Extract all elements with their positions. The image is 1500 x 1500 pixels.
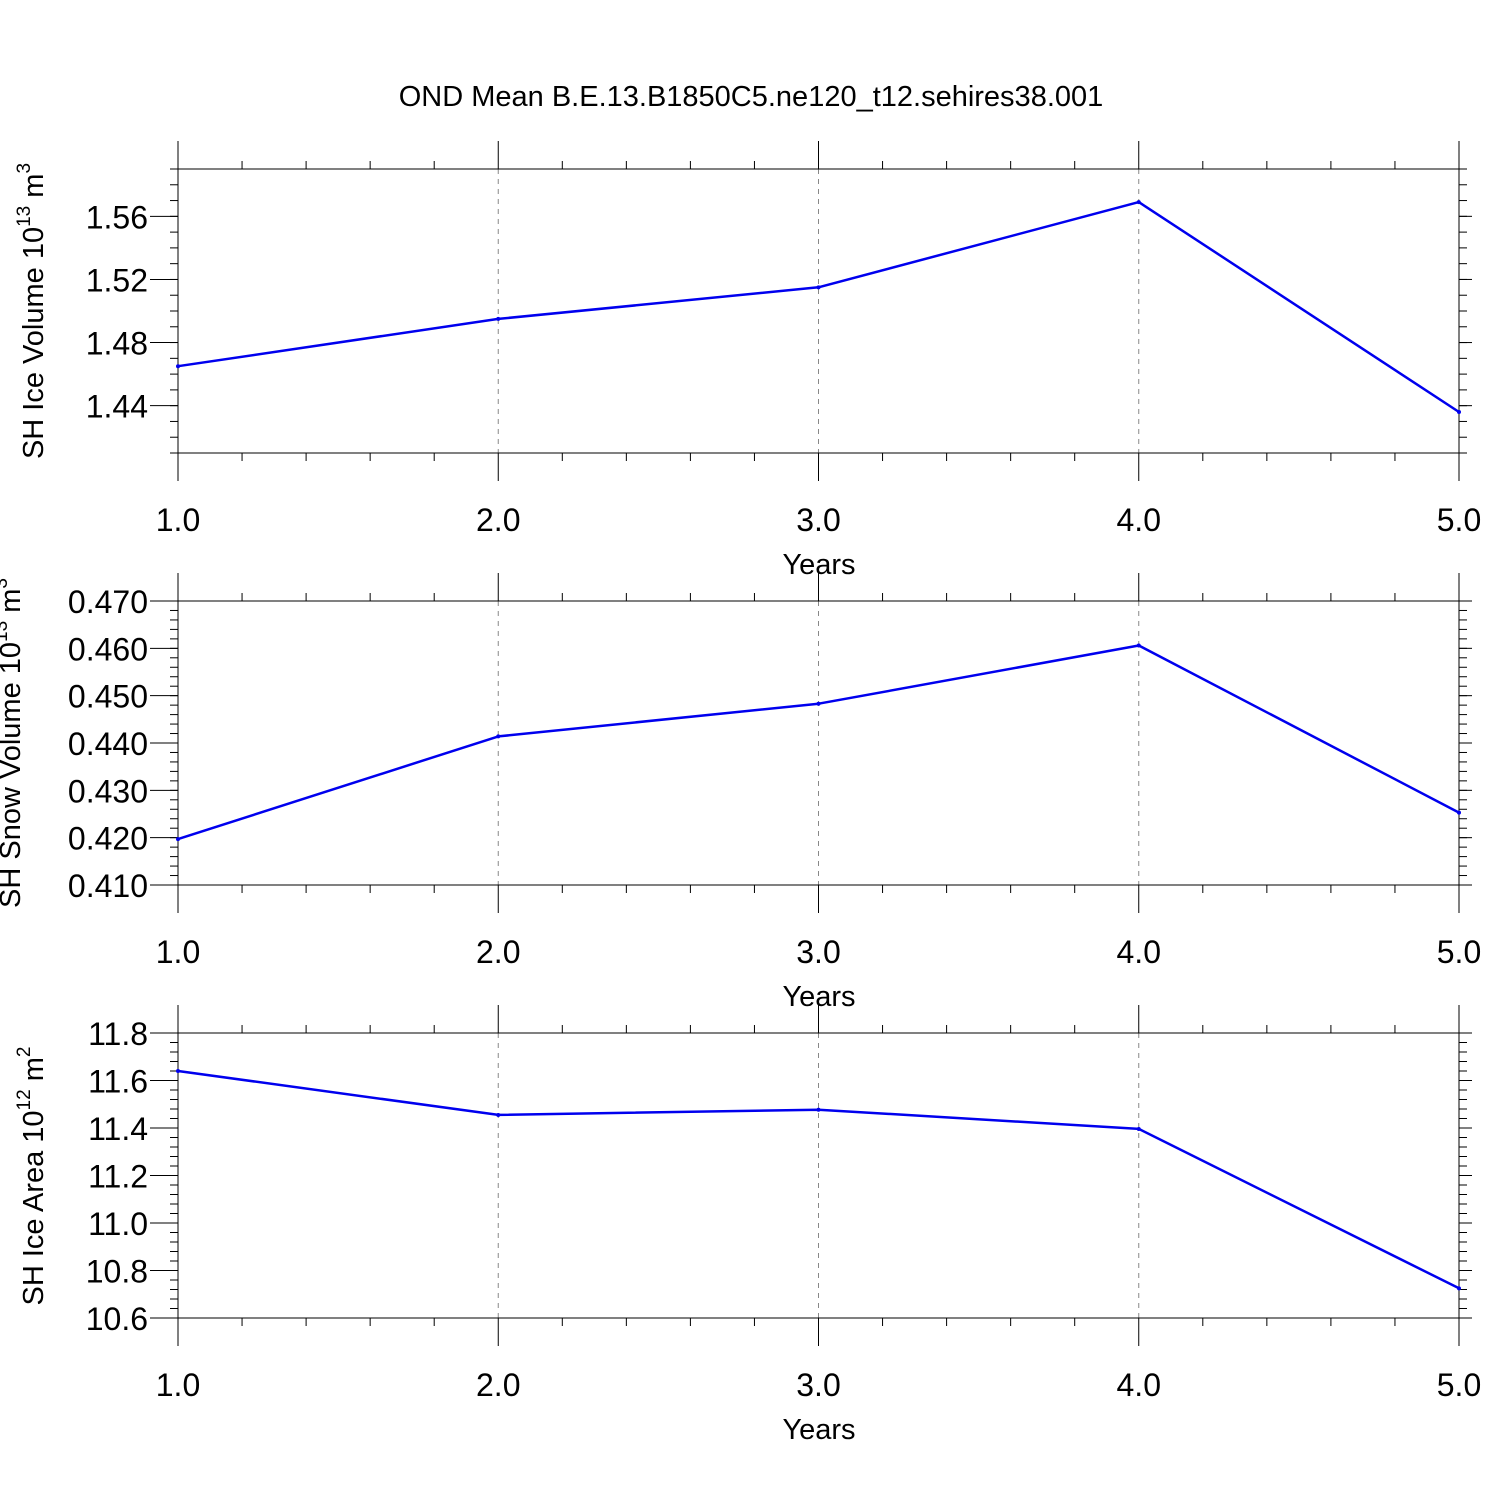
x-tick-label: 4.0 — [1117, 502, 1161, 538]
figure-title: OND Mean B.E.13.B1850C5.ne120_t12.sehire… — [399, 81, 1104, 113]
data-point — [1457, 810, 1461, 815]
x-tick-label: 3.0 — [796, 1367, 840, 1403]
x-axis-title: Years — [782, 1414, 855, 1446]
data-point — [176, 837, 180, 842]
y-tick-label: 0.430 — [68, 773, 148, 809]
panel-snow-volume: Years SH Snow Volume 1013 m3 1.02.03.04.… — [0, 573, 1481, 1013]
data-point — [1136, 1126, 1141, 1131]
y-axis-title: SH Snow Volume 1013 m3 — [0, 578, 27, 908]
y-tick-label: 1.52 — [86, 262, 148, 298]
y-tick-label: 11.6 — [88, 1064, 148, 1100]
data-point — [816, 701, 821, 706]
x-tick-label: 1.0 — [156, 502, 200, 538]
y-tick-label: 11.2 — [88, 1159, 148, 1195]
data-point — [1457, 409, 1461, 414]
x-tick-label: 2.0 — [476, 934, 520, 970]
x-tick-label: 4.0 — [1117, 934, 1161, 970]
y-axis-title: SH Ice Volume 1013 m3 — [14, 163, 50, 459]
y-tick-label: 10.6 — [86, 1301, 148, 1337]
y-tick-label: 0.450 — [68, 679, 148, 715]
x-tick-label: 1.0 — [156, 1367, 200, 1403]
data-point — [176, 1069, 180, 1073]
y-tick-label: 0.440 — [68, 726, 148, 762]
data-point — [816, 285, 821, 290]
y-tick-label: 11.4 — [88, 1111, 148, 1147]
data-point — [176, 364, 180, 369]
y-tick-label: 11.8 — [88, 1016, 148, 1052]
data-point — [496, 1112, 501, 1117]
y-tick-label: 10.8 — [86, 1254, 148, 1290]
x-tick-label: 2.0 — [476, 502, 520, 538]
data-point — [1136, 643, 1141, 648]
y-tick-label: 1.56 — [86, 199, 148, 235]
data-point — [496, 316, 501, 321]
data-point — [1136, 200, 1141, 205]
y-tick-label: 0.410 — [68, 868, 148, 904]
x-tick-label: 5.0 — [1437, 934, 1481, 970]
y-tick-label: 1.48 — [86, 326, 148, 362]
x-tick-label: 2.0 — [476, 1367, 520, 1403]
panel-ice-volume: Years SH Ice Volume 1013 m3 1.0 2.0 3.0 4.0… — [14, 141, 1481, 581]
x-tick-label: 4.0 — [1117, 1367, 1161, 1403]
data-point — [496, 734, 501, 739]
y-axis-title: SH Ice Area 1012 m2 — [14, 1047, 50, 1306]
x-tick-label: 5.0 — [1437, 1367, 1481, 1403]
data-point — [1457, 1286, 1461, 1291]
y-tick-label: 0.420 — [68, 821, 148, 857]
x-tick-label: 1.0 — [156, 934, 200, 970]
panel-ice-area: Years SH Ice Area 1012 m2 1.0 2.0 3.0 4.0 5.… — [14, 1005, 1481, 1446]
y-tick-label: 11.0 — [88, 1206, 148, 1242]
x-tick-label: 5.0 — [1437, 502, 1481, 538]
y-tick-label: 1.44 — [86, 389, 148, 425]
x-tick-label: 3.0 — [796, 502, 840, 538]
y-tick-label: 0.470 — [68, 584, 148, 620]
y-tick-label: 0.460 — [68, 631, 148, 667]
x-tick-label: 3.0 — [796, 934, 840, 970]
data-point — [816, 1107, 821, 1112]
